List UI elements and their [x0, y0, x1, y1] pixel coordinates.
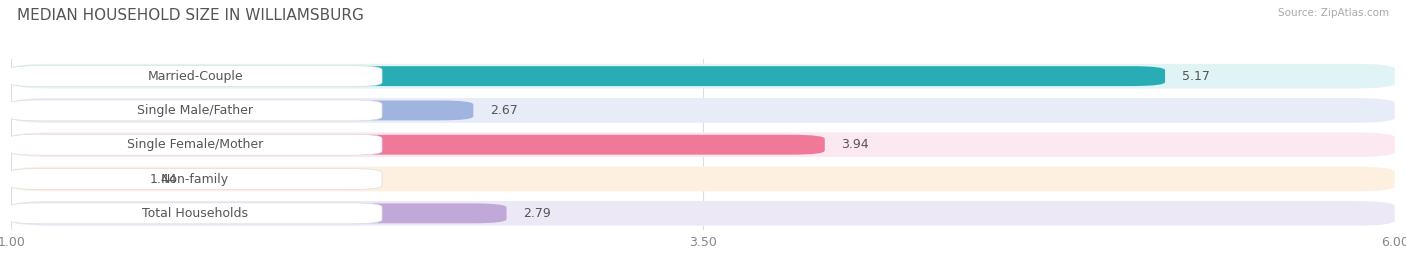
FancyBboxPatch shape: [11, 98, 1395, 123]
FancyBboxPatch shape: [11, 201, 1395, 226]
FancyBboxPatch shape: [11, 135, 825, 155]
Text: 1.44: 1.44: [149, 173, 177, 185]
FancyBboxPatch shape: [11, 66, 1166, 86]
Text: Non-family: Non-family: [162, 173, 229, 185]
Text: Source: ZipAtlas.com: Source: ZipAtlas.com: [1278, 8, 1389, 18]
FancyBboxPatch shape: [8, 134, 382, 155]
Text: MEDIAN HOUSEHOLD SIZE IN WILLIAMSBURG: MEDIAN HOUSEHOLD SIZE IN WILLIAMSBURG: [17, 8, 364, 23]
FancyBboxPatch shape: [8, 203, 382, 224]
Text: 2.79: 2.79: [523, 207, 551, 220]
Text: Married-Couple: Married-Couple: [148, 70, 243, 83]
FancyBboxPatch shape: [11, 203, 506, 223]
Text: 2.67: 2.67: [489, 104, 517, 117]
Text: Single Female/Mother: Single Female/Mother: [127, 138, 263, 151]
FancyBboxPatch shape: [11, 100, 474, 120]
Text: Total Households: Total Households: [142, 207, 249, 220]
FancyBboxPatch shape: [8, 66, 382, 87]
FancyBboxPatch shape: [11, 167, 1395, 191]
FancyBboxPatch shape: [8, 169, 382, 189]
FancyBboxPatch shape: [11, 64, 1395, 88]
FancyBboxPatch shape: [8, 100, 382, 121]
Text: Single Male/Father: Single Male/Father: [138, 104, 253, 117]
FancyBboxPatch shape: [11, 169, 134, 189]
FancyBboxPatch shape: [11, 132, 1395, 157]
Text: 3.94: 3.94: [841, 138, 869, 151]
Text: 5.17: 5.17: [1181, 70, 1209, 83]
